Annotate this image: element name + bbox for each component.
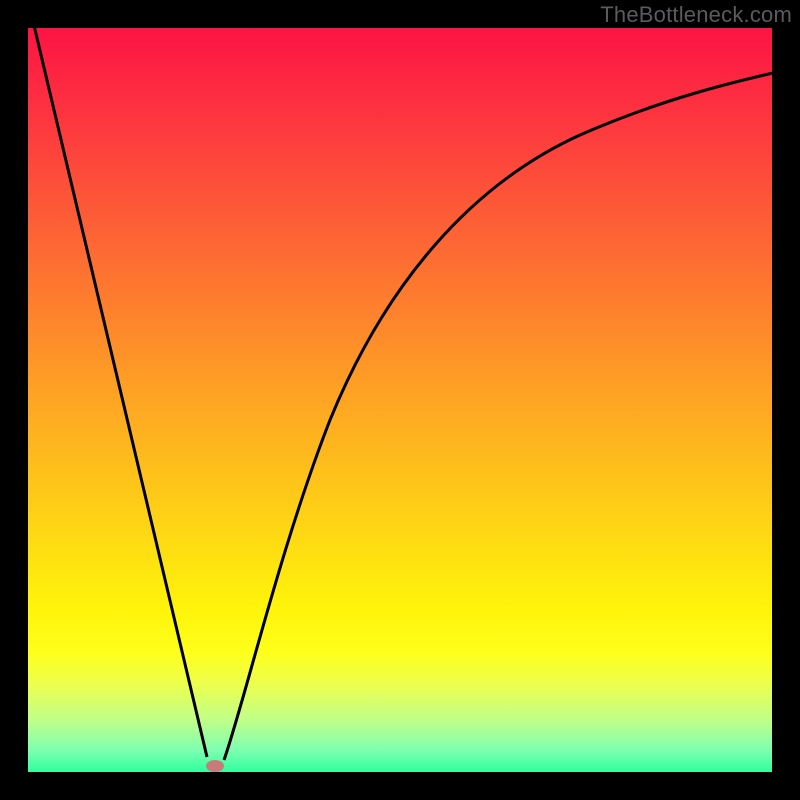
chart-svg — [0, 0, 800, 800]
chart-plot-area — [28, 28, 772, 772]
bottleneck-chart: TheBottleneck.com — [0, 0, 800, 800]
curve-minimum-marker — [206, 760, 224, 772]
watermark-label: TheBottleneck.com — [600, 2, 792, 28]
